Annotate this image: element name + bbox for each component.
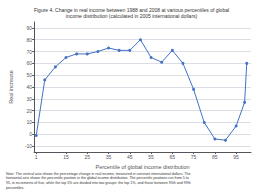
svg-text:60: 60 bbox=[27, 60, 33, 66]
svg-text:horizontal axis shows the perc: horizontal axis shows the percentile pos… bbox=[6, 177, 189, 181]
svg-text:-10: -10 bbox=[25, 143, 32, 149]
svg-text:Real increase: Real increase bbox=[8, 70, 14, 104]
svg-text:40: 40 bbox=[27, 84, 33, 90]
svg-text:45: 45 bbox=[127, 154, 133, 160]
svg-text:95, in increments of five, whi: 95, in increments of five, while the top… bbox=[6, 181, 191, 185]
svg-text:10: 10 bbox=[27, 119, 33, 125]
svg-text:percentiles.: percentiles. bbox=[6, 186, 24, 190]
svg-text:15: 15 bbox=[63, 154, 69, 160]
svg-text:50: 50 bbox=[27, 72, 33, 78]
svg-text:95: 95 bbox=[233, 154, 239, 160]
svg-text:Percentile of global income di: Percentile of global income distribution bbox=[95, 164, 189, 170]
svg-text:65: 65 bbox=[170, 154, 176, 160]
svg-text:income distribution (calculate: income distribution (calculated in 2005 … bbox=[66, 13, 198, 19]
svg-text:30: 30 bbox=[27, 96, 33, 102]
svg-text:25: 25 bbox=[85, 154, 91, 160]
svg-text:35: 35 bbox=[106, 154, 112, 160]
svg-text:55: 55 bbox=[148, 154, 154, 160]
svg-text:85: 85 bbox=[212, 154, 218, 160]
svg-text:Figure 4. Change in real incom: Figure 4. Change in real income between … bbox=[33, 6, 230, 13]
svg-text:75: 75 bbox=[191, 154, 197, 160]
svg-text:90: 90 bbox=[27, 25, 33, 31]
svg-text:Note: The vertical axis shows: Note: The vertical axis shows the percen… bbox=[6, 172, 190, 176]
svg-text:80: 80 bbox=[27, 37, 33, 43]
svg-text:1: 1 bbox=[35, 154, 38, 160]
svg-text:0: 0 bbox=[29, 131, 32, 137]
svg-text:70: 70 bbox=[27, 49, 33, 55]
svg-text:20: 20 bbox=[27, 108, 33, 114]
